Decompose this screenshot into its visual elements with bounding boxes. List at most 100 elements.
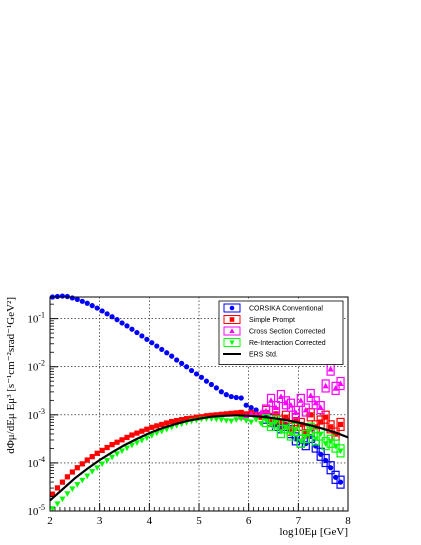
legend-swatch-box (223, 338, 241, 347)
error-box (311, 396, 320, 410)
error-box (331, 381, 340, 395)
data-point (337, 479, 344, 485)
x-axis-label: log10Eμ [GeV] (279, 526, 348, 538)
legend-entry: ERS Std. (223, 352, 278, 359)
error-box (321, 410, 330, 424)
data-point (308, 412, 314, 418)
x-tick-label: 7 (296, 515, 302, 527)
error-box (306, 408, 315, 422)
data-point (74, 482, 81, 488)
error-box (266, 393, 276, 407)
y-tick-label: 10-2 (27, 359, 45, 374)
error-box (336, 444, 345, 458)
data-point (109, 314, 115, 320)
data-point (317, 404, 324, 411)
data-point (307, 426, 314, 433)
data-point (337, 421, 344, 428)
data-point (302, 406, 309, 413)
data-point (208, 381, 215, 388)
data-point (99, 308, 105, 314)
data-point (243, 418, 250, 424)
error-box (281, 396, 291, 410)
data-point (322, 441, 329, 447)
data-point (129, 432, 135, 438)
data-point (272, 404, 279, 411)
data-point (328, 465, 334, 471)
data-point (203, 413, 210, 419)
data-point (282, 424, 289, 431)
series-ers-std (49, 414, 349, 502)
data-point (124, 323, 130, 329)
data-point (139, 333, 145, 339)
data-point (312, 399, 319, 406)
data-point (159, 421, 165, 428)
error-box (286, 398, 295, 412)
legend-label: Re-Interaction Corrected (249, 340, 326, 347)
data-point (94, 450, 100, 456)
error-box (326, 434, 335, 448)
data-point (144, 426, 150, 432)
data-point (64, 491, 71, 497)
data-point (49, 506, 56, 512)
data-point (158, 428, 165, 435)
data-point (258, 421, 265, 427)
data-point (198, 414, 205, 420)
error-box (286, 427, 295, 441)
data-point (143, 435, 150, 442)
error-box (281, 410, 291, 424)
data-point (292, 426, 299, 433)
error-box (336, 417, 345, 432)
legend-label: ERS Std. (249, 352, 278, 359)
data-point (243, 402, 249, 408)
data-point (69, 295, 75, 301)
data-point (84, 457, 90, 463)
data-point (169, 353, 175, 359)
data-point (153, 430, 160, 437)
error-box (276, 425, 286, 439)
data-point (183, 416, 190, 422)
data-point (94, 465, 101, 471)
legend-entry: Simple Prompt (223, 315, 295, 324)
data-point (218, 389, 224, 395)
data-point (123, 445, 130, 452)
x-tick-label: 6 (246, 515, 252, 527)
legend-label: Simple Prompt (249, 317, 295, 324)
legend-marker (229, 317, 235, 322)
data-point (119, 320, 125, 326)
error-box (336, 475, 345, 489)
error-box (306, 422, 315, 436)
data-point (233, 394, 239, 401)
data-point (159, 346, 165, 353)
data-point (154, 423, 160, 429)
data-point (283, 414, 289, 420)
data-point (79, 298, 85, 304)
data-point (69, 469, 75, 475)
data-point (119, 437, 125, 443)
data-point (322, 382, 329, 389)
error-box (331, 470, 340, 484)
data-point (74, 465, 80, 471)
error-box (301, 403, 310, 417)
data-point (54, 485, 61, 491)
data-point (287, 431, 294, 438)
error-box (301, 429, 310, 444)
data-point (169, 418, 175, 425)
legend-entry: CORSIKA Conventional (223, 303, 323, 313)
data-point (233, 417, 240, 423)
data-point (134, 329, 140, 336)
y-tick-label: 10-4 (27, 455, 45, 470)
data-point (268, 417, 274, 423)
data-point (337, 380, 344, 386)
error-box (336, 376, 345, 391)
series-line (49, 414, 349, 502)
data-point (223, 411, 229, 417)
data-point (272, 419, 279, 426)
legend-label: Cross Section Corrected (249, 329, 325, 336)
data-point (114, 451, 121, 457)
data-point (104, 311, 110, 317)
data-point (59, 496, 66, 503)
data-point (69, 486, 76, 493)
data-point (312, 436, 319, 443)
error-box (271, 401, 281, 415)
legend-swatch-box (223, 315, 241, 324)
